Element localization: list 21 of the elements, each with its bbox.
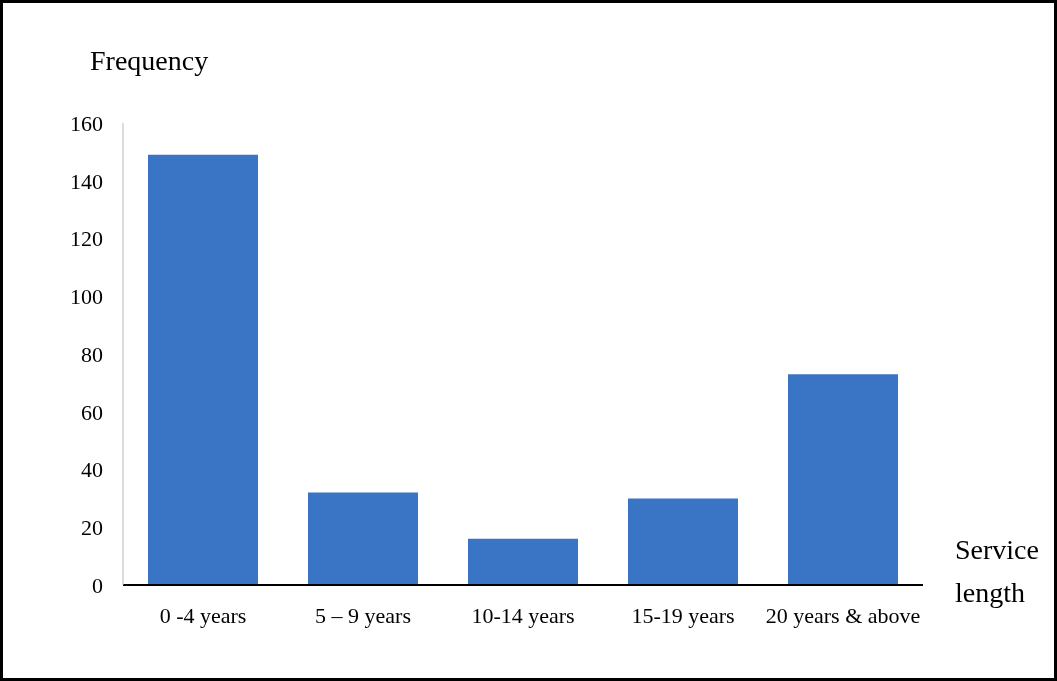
- x-tick-label: 15-19 years: [631, 602, 735, 628]
- y-tick-label: 160: [70, 110, 103, 136]
- x-axis-title: Service length: [955, 533, 1040, 610]
- y-tick-label: 140: [70, 168, 103, 194]
- y-tick-label: 120: [70, 226, 103, 252]
- x-tick-label: 5 – 9 years: [315, 602, 411, 628]
- bar: [788, 374, 898, 585]
- x-tick-label: 20 years & above: [765, 602, 921, 628]
- y-axis-title: Frequency: [90, 45, 209, 77]
- y-tick-label: 20: [81, 515, 103, 541]
- y-tick-label: 100: [70, 284, 103, 310]
- bar: [148, 154, 258, 585]
- y-tick-label: 40: [81, 457, 103, 483]
- y-tick-label: 60: [81, 399, 103, 425]
- bar: [468, 538, 578, 585]
- x-tick-label: 0 -4 years: [159, 602, 247, 628]
- bar: [308, 492, 418, 585]
- y-tick-label: 0: [92, 572, 103, 598]
- y-tick-label: 80: [81, 341, 103, 367]
- bar: [628, 498, 738, 585]
- x-tick-label: 10-14 years: [471, 602, 575, 628]
